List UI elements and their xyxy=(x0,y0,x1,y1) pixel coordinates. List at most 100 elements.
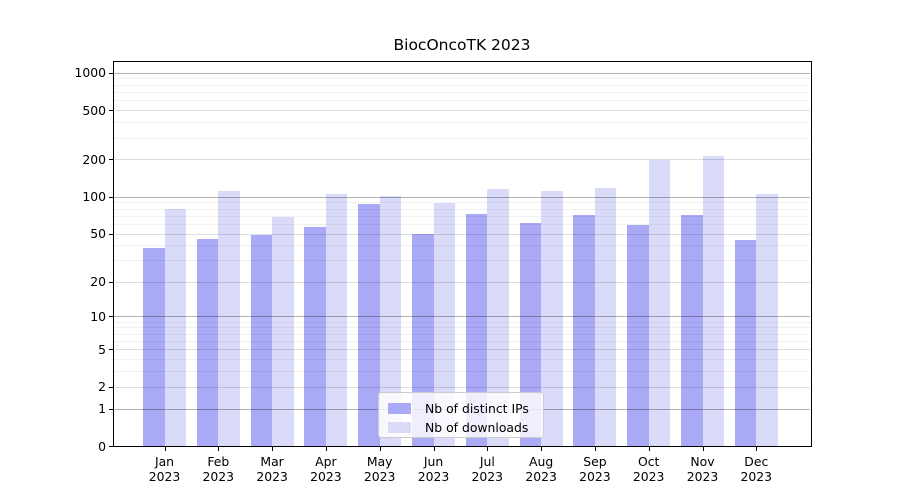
y-gridline-100 xyxy=(114,196,810,198)
legend-item-downloads: Nb of downloads xyxy=(388,418,534,437)
bar-distinct-ips-jul xyxy=(465,214,488,446)
y-tick-label-20: 20 xyxy=(90,274,106,290)
bar-downloads-jul xyxy=(487,188,509,446)
bar-downloads-sep xyxy=(594,188,617,446)
legend-swatch-distinct-ips xyxy=(388,403,411,414)
x-tick-jun xyxy=(433,447,435,451)
x-tick-label-oct: Oct 2023 xyxy=(632,454,665,484)
bar-distinct-ips-oct xyxy=(627,224,649,446)
x-tick-jul xyxy=(487,447,489,451)
y-gridline-9 xyxy=(114,321,810,323)
x-tick-mar xyxy=(272,447,274,451)
bar-downloads-nov xyxy=(702,156,724,446)
x-tick-label-mar: Mar 2023 xyxy=(256,454,288,484)
x-tick-label-sep: Sep 2023 xyxy=(579,454,611,484)
y-gridline-70 xyxy=(114,215,810,217)
bar-downloads-jan xyxy=(164,208,186,446)
y-gridline-400 xyxy=(114,122,810,124)
y-gridline-900 xyxy=(114,78,810,80)
y-gridline-7 xyxy=(114,333,810,335)
bar-downloads-apr xyxy=(325,194,348,446)
x-tick-label-dec: Dec 2023 xyxy=(740,454,773,484)
y-tick-label-10: 10 xyxy=(90,308,106,324)
legend-label-downloads: Nb of downloads xyxy=(425,420,529,435)
bar-distinct-ips-apr xyxy=(304,226,326,446)
x-tick-jan xyxy=(164,447,166,451)
y-gridline-40 xyxy=(114,245,810,247)
y-gridline-30 xyxy=(114,260,810,262)
x-tick-aug xyxy=(541,447,543,451)
bar-downloads-feb xyxy=(218,190,240,446)
y-tick-10 xyxy=(109,316,113,318)
y-gridline-3 xyxy=(114,371,810,373)
y-gridline-60 xyxy=(114,223,810,225)
bar-distinct-ips-aug xyxy=(519,223,542,446)
y-gridline-4 xyxy=(114,359,810,361)
bar-downloads-oct xyxy=(648,159,671,446)
x-tick-apr xyxy=(325,447,327,451)
y-gridline-200 xyxy=(114,159,810,161)
y-tick-1 xyxy=(109,408,113,410)
bar-downloads-dec xyxy=(756,194,778,446)
y-tick-label-1: 1 xyxy=(98,401,106,417)
x-tick-label-jul: Jul 2023 xyxy=(471,454,504,484)
y-tick-100 xyxy=(109,196,113,198)
y-tick-label-50: 50 xyxy=(90,226,106,242)
x-tick-oct xyxy=(648,447,650,451)
y-tick-500 xyxy=(109,110,113,112)
legend-label-distinct-ips: Nb of distinct IPs xyxy=(425,401,529,416)
y-tick-20 xyxy=(109,281,113,283)
y-tick-label-0: 0 xyxy=(98,438,106,454)
y-tick-label-200: 200 xyxy=(82,151,106,167)
bar-downloads-aug xyxy=(541,190,563,446)
y-tick-label-2: 2 xyxy=(98,379,106,395)
x-tick-dec xyxy=(756,447,758,451)
y-gridline-50 xyxy=(114,233,810,235)
x-tick-label-aug: Aug 2023 xyxy=(525,454,557,484)
y-gridline-5 xyxy=(114,349,810,351)
x-tick-feb xyxy=(218,447,220,451)
y-gridline-700 xyxy=(114,91,810,93)
y-gridline-20 xyxy=(114,281,810,283)
y-tick-200 xyxy=(109,159,113,161)
x-tick-label-apr: Apr 2023 xyxy=(310,454,342,484)
y-gridline-2 xyxy=(114,386,810,388)
y-tick-0 xyxy=(109,446,113,447)
y-gridline-1000 xyxy=(114,72,810,74)
y-gridline-8 xyxy=(114,327,810,329)
x-tick-nov xyxy=(702,447,704,451)
x-tick-sep xyxy=(594,447,596,451)
x-tick-label-jan: Jan 2023 xyxy=(148,454,181,484)
y-gridline-90 xyxy=(114,202,810,204)
bar-downloads-mar xyxy=(272,217,294,446)
y-gridline-6 xyxy=(114,340,810,342)
y-gridline-600 xyxy=(114,100,810,102)
bar-distinct-ips-feb xyxy=(196,239,219,446)
y-tick-5 xyxy=(109,349,113,351)
y-tick-2 xyxy=(109,386,113,388)
legend: Nb of distinct IPs Nb of downloads xyxy=(378,392,544,438)
y-tick-50 xyxy=(109,233,113,235)
bar-distinct-ips-nov xyxy=(681,214,703,446)
bar-downloads-jun xyxy=(433,203,455,446)
x-tick-label-may: May 2023 xyxy=(363,454,396,484)
bar-distinct-ips-mar xyxy=(250,234,273,446)
y-gridline-500 xyxy=(114,110,810,112)
y-gridline-300 xyxy=(114,137,810,139)
bar-downloads-may xyxy=(379,196,402,446)
y-tick-label-100: 100 xyxy=(82,189,106,205)
x-tick-may xyxy=(379,447,381,451)
y-gridline-10 xyxy=(114,316,810,318)
y-gridline-800 xyxy=(114,84,810,86)
y-tick-label-500: 500 xyxy=(82,102,106,118)
bar-distinct-ips-dec xyxy=(734,240,757,446)
y-tick-1000 xyxy=(109,72,113,74)
x-tick-label-feb: Feb 2023 xyxy=(202,454,235,484)
bar-distinct-ips-may xyxy=(358,204,380,446)
bar-distinct-ips-sep xyxy=(573,214,595,446)
y-tick-label-1000: 1000 xyxy=(74,65,106,81)
legend-item-distinct-ips: Nb of distinct IPs xyxy=(388,399,534,418)
bar-distinct-ips-jan xyxy=(143,248,165,446)
chart-title: BiocOncoTK 2023 xyxy=(393,36,531,54)
y-tick-label-5: 5 xyxy=(98,341,106,357)
